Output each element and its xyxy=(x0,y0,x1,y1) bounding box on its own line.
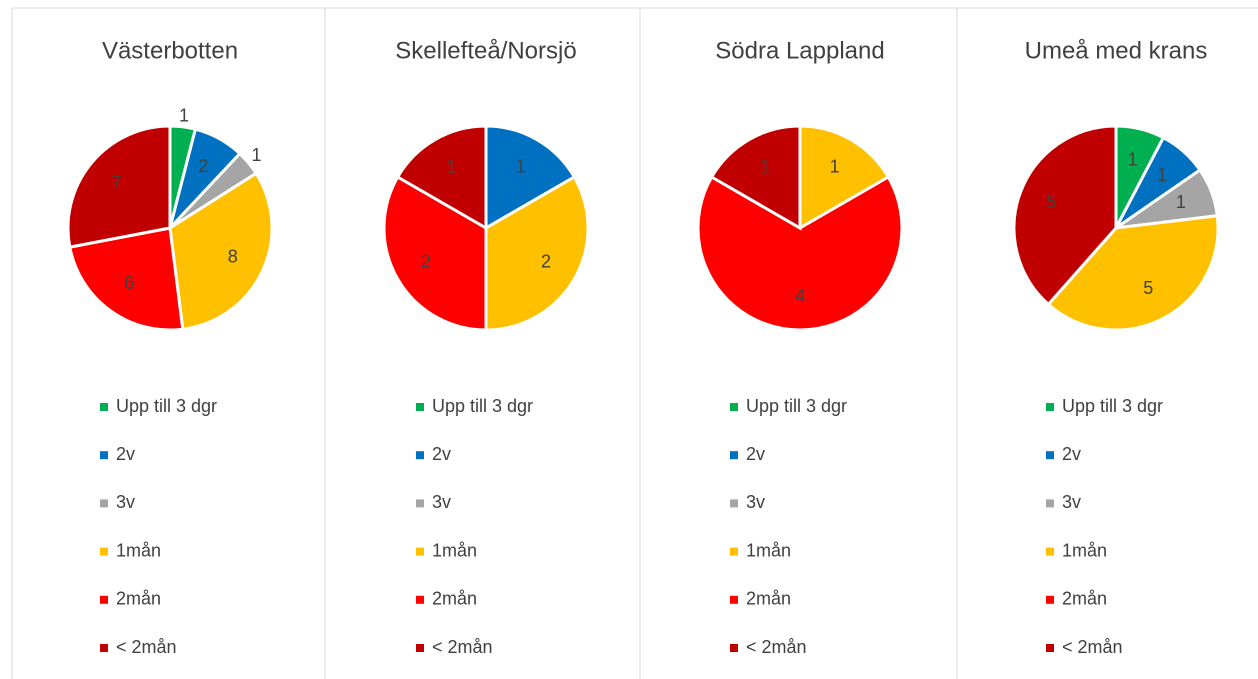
legend-marker xyxy=(730,403,738,411)
legend-label: 1mån xyxy=(1062,540,1107,560)
data-label: 1 xyxy=(446,157,456,177)
legend-label: 3v xyxy=(1062,492,1081,512)
pie-slice xyxy=(1046,214,1220,332)
data-label: 5 xyxy=(1046,192,1056,212)
data-label: 1 xyxy=(760,157,770,177)
legend-marker xyxy=(416,403,424,411)
legend-label: < 2mån xyxy=(116,637,177,657)
pie-slice xyxy=(168,171,274,331)
legend-label: Upp till 3 dgr xyxy=(432,396,533,416)
legend-marker xyxy=(730,451,738,460)
legend-label: 2mån xyxy=(432,589,477,609)
pie-slice xyxy=(68,226,185,332)
data-label: 1 xyxy=(1176,192,1186,212)
chart-title: Södra Lappland xyxy=(715,37,884,64)
legend-marker xyxy=(416,547,424,556)
legend-marker xyxy=(1046,644,1054,652)
legend-label: 2v xyxy=(1062,444,1081,464)
chart-title: Skellefteå/Norsjö xyxy=(395,37,576,64)
legend-marker xyxy=(416,451,424,460)
data-label: 5 xyxy=(1143,278,1153,298)
legend-marker xyxy=(416,644,424,652)
data-label: 7 xyxy=(112,173,122,193)
pie-slice xyxy=(395,124,488,231)
legend-label: < 2mån xyxy=(432,637,493,657)
data-label: 2 xyxy=(198,156,208,176)
legend-marker xyxy=(416,595,424,604)
data-label: 8 xyxy=(228,246,238,266)
pie-slice xyxy=(484,174,590,332)
legend-label: Upp till 3 dgr xyxy=(116,396,217,416)
legend-label: < 2mån xyxy=(746,637,807,657)
legend-marker xyxy=(416,499,424,508)
legend-label: 2v xyxy=(746,444,765,464)
legend-label: 2mån xyxy=(116,589,161,609)
legend-marker xyxy=(1046,499,1054,508)
legend-label: Upp till 3 dgr xyxy=(1062,396,1163,416)
data-label: 2 xyxy=(421,251,431,271)
legend-label: 2mån xyxy=(746,589,791,609)
legend-marker xyxy=(730,644,738,652)
data-label: 2 xyxy=(541,251,551,271)
pie-slice xyxy=(382,174,488,332)
pie-slice xyxy=(696,174,904,332)
legend-label: Upp till 3 dgr xyxy=(746,396,847,416)
legend-label: 1mån xyxy=(116,540,161,560)
data-label: 1 xyxy=(830,157,840,177)
pie-slice xyxy=(709,124,802,231)
legend-marker xyxy=(100,595,108,604)
legend-label: 3v xyxy=(746,492,765,512)
chart-title: Umeå med krans xyxy=(1025,37,1208,64)
legend-marker xyxy=(1046,547,1054,556)
data-label: 1 xyxy=(516,157,526,177)
legend-marker xyxy=(730,499,738,508)
legend-label: 2v xyxy=(432,444,451,464)
legend-marker xyxy=(730,595,738,604)
legend-label: 3v xyxy=(116,492,135,512)
legend-marker xyxy=(1046,595,1054,604)
data-label: 1 xyxy=(1157,165,1167,185)
legend-label: 2v xyxy=(116,444,135,464)
pie-slice xyxy=(1012,124,1118,307)
data-label: 1 xyxy=(251,145,261,165)
pie-slice xyxy=(798,124,891,231)
data-label: 6 xyxy=(124,273,134,293)
legend-label: 1mån xyxy=(432,540,477,560)
legend-marker xyxy=(100,403,108,411)
legend-label: 2mån xyxy=(1062,589,1107,609)
legend-marker xyxy=(1046,451,1054,460)
legend-marker xyxy=(1046,403,1054,411)
chart-title: Västerbotten xyxy=(102,37,238,64)
legend-label: < 2mån xyxy=(1062,637,1123,657)
legend-marker xyxy=(100,451,108,460)
pie-slice xyxy=(66,124,172,249)
legend-marker xyxy=(100,499,108,508)
legend-marker xyxy=(100,547,108,556)
legend-label: 3v xyxy=(432,492,451,512)
data-label: 4 xyxy=(795,286,805,306)
legend-marker xyxy=(730,547,738,556)
data-label: 1 xyxy=(1128,149,1138,169)
legend-label: 1mån xyxy=(746,540,791,560)
data-label: 1 xyxy=(179,105,189,125)
pie-slice xyxy=(484,124,577,231)
legend-marker xyxy=(100,644,108,652)
